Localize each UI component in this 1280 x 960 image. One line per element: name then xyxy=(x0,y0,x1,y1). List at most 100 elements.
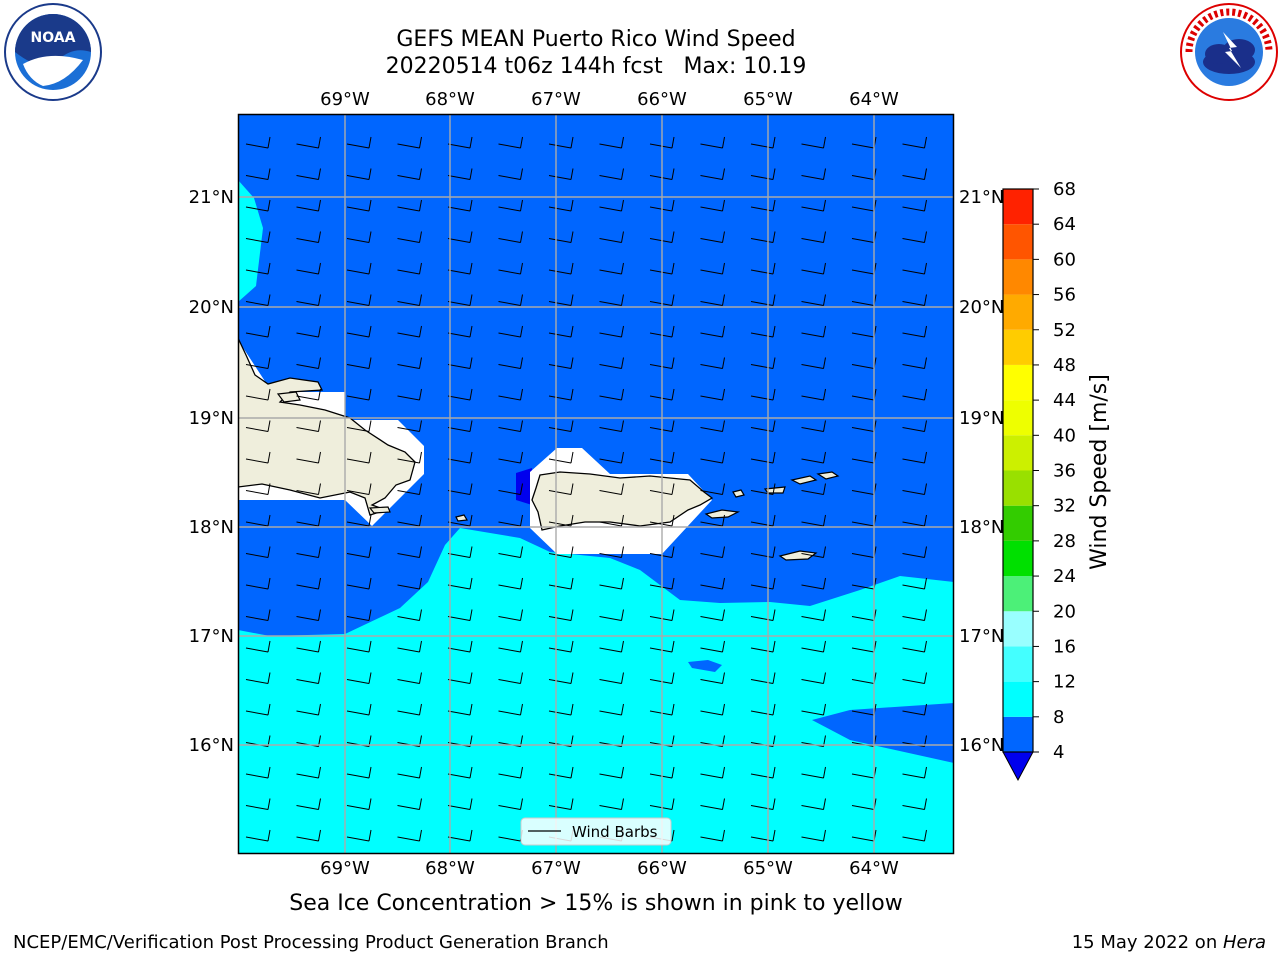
island-culebra xyxy=(732,489,745,498)
wind-barb xyxy=(397,388,422,401)
island-st-john xyxy=(790,475,818,485)
wind-barb xyxy=(447,609,473,621)
wind-barb xyxy=(447,640,473,653)
colorbar-segment xyxy=(1003,259,1033,295)
wind-barb xyxy=(599,672,624,684)
wind-barb xyxy=(599,703,624,716)
wind-barb xyxy=(346,483,372,495)
wind-barb xyxy=(649,388,675,401)
wind-barb xyxy=(599,231,624,243)
wind-barb xyxy=(346,640,372,653)
lat-label-left: 17°N xyxy=(189,626,234,647)
lat-label-right: 20°N xyxy=(959,297,1004,318)
wind-barb xyxy=(750,798,776,810)
wind-barb xyxy=(397,231,422,243)
lon-label-top: 69°W xyxy=(320,89,370,110)
wind-barb xyxy=(548,609,574,621)
wind-barb xyxy=(599,294,624,306)
wind-barb xyxy=(649,483,675,495)
wind-barb xyxy=(397,766,422,779)
wind-barb xyxy=(548,577,574,590)
wind-barb xyxy=(700,672,725,684)
wind-barb xyxy=(245,199,271,212)
colorbar-segment xyxy=(1003,576,1033,612)
lon-label-top: 65°W xyxy=(743,89,793,110)
wind-barb xyxy=(599,388,624,401)
wind-barb xyxy=(346,546,372,558)
wind-barb xyxy=(801,262,826,275)
colorbar-tick-label: 32 xyxy=(1053,496,1076,517)
lon-label-bottom: 67°W xyxy=(531,858,581,879)
wind-barb xyxy=(649,136,675,149)
wind-barb xyxy=(498,577,523,590)
wind-patch-south xyxy=(688,660,722,672)
colorbar-label: Wind Speed [m/s] xyxy=(1087,374,1112,570)
wind-barb xyxy=(801,766,826,779)
wind-barb xyxy=(700,388,725,401)
wind-barb xyxy=(801,325,826,338)
wind-barb xyxy=(346,231,372,243)
wind-barb xyxy=(447,672,473,684)
wind-barb xyxy=(447,798,473,810)
wind-barb xyxy=(447,829,473,842)
land-hispaniola xyxy=(238,337,416,516)
wind-barb xyxy=(296,514,321,527)
colorbar-tick-label: 52 xyxy=(1053,320,1076,341)
wind-barb xyxy=(397,640,422,653)
wind-barb xyxy=(447,325,473,338)
wind-barb xyxy=(801,609,826,621)
figure-caption: Sea Ice Concentration > 15% is shown in … xyxy=(289,891,903,916)
wind-barb xyxy=(649,546,675,558)
colorbar-segment xyxy=(1003,435,1033,471)
wind-barb xyxy=(801,136,826,149)
wind-barb xyxy=(447,514,473,527)
wind-barb xyxy=(801,514,826,527)
colorbar-segment xyxy=(1003,224,1033,260)
wind-barb xyxy=(801,199,826,212)
wind-barb xyxy=(649,451,675,464)
colorbar-tick-label: 56 xyxy=(1053,285,1076,306)
lat-label-right: 18°N xyxy=(959,517,1004,538)
footer-timestamp: 15 May 2022 on Hera xyxy=(1072,932,1266,953)
wind-barb xyxy=(397,136,422,149)
wind-barb xyxy=(902,388,927,401)
colorbar-segment xyxy=(1003,681,1033,717)
wind-barb xyxy=(750,703,776,716)
wind-barb xyxy=(397,829,422,842)
lon-label-top: 64°W xyxy=(849,89,899,110)
wind-barb xyxy=(649,420,675,432)
wind-barb xyxy=(649,609,675,621)
wind-barb xyxy=(397,577,422,590)
wind-barb xyxy=(599,136,624,149)
wind-barb xyxy=(750,640,776,653)
lat-label-right: 17°N xyxy=(959,626,1004,647)
wind-barb xyxy=(599,325,624,338)
wind-barb xyxy=(447,168,473,180)
colorbar-segment xyxy=(1003,400,1033,436)
wind-barb xyxy=(498,357,523,369)
wind-barb xyxy=(548,294,574,306)
wind-barb xyxy=(397,451,422,464)
wind-barb xyxy=(750,168,776,180)
wind-barb xyxy=(599,577,624,590)
colorbar-segment xyxy=(1003,364,1033,401)
wind-barb xyxy=(346,325,372,338)
island-vieques xyxy=(704,509,741,519)
lat-label-right: 19°N xyxy=(959,408,1004,429)
wind-barb xyxy=(801,703,826,716)
legend-label: Wind Barbs xyxy=(572,823,658,841)
wind-barb xyxy=(801,798,826,810)
wind-barb xyxy=(700,798,725,810)
wind-barb xyxy=(346,766,372,779)
colorbar-segment xyxy=(1003,329,1033,365)
wind-barb xyxy=(599,609,624,621)
wind-barb xyxy=(649,199,675,212)
colorbar-segment xyxy=(1003,716,1033,752)
wind-barb xyxy=(548,483,574,495)
wind-barb xyxy=(296,231,321,243)
wind-barb xyxy=(599,451,624,464)
wind-barb xyxy=(245,672,271,684)
wind-barb xyxy=(346,199,372,212)
wind-barb xyxy=(700,451,725,464)
wind-barb xyxy=(801,231,826,243)
